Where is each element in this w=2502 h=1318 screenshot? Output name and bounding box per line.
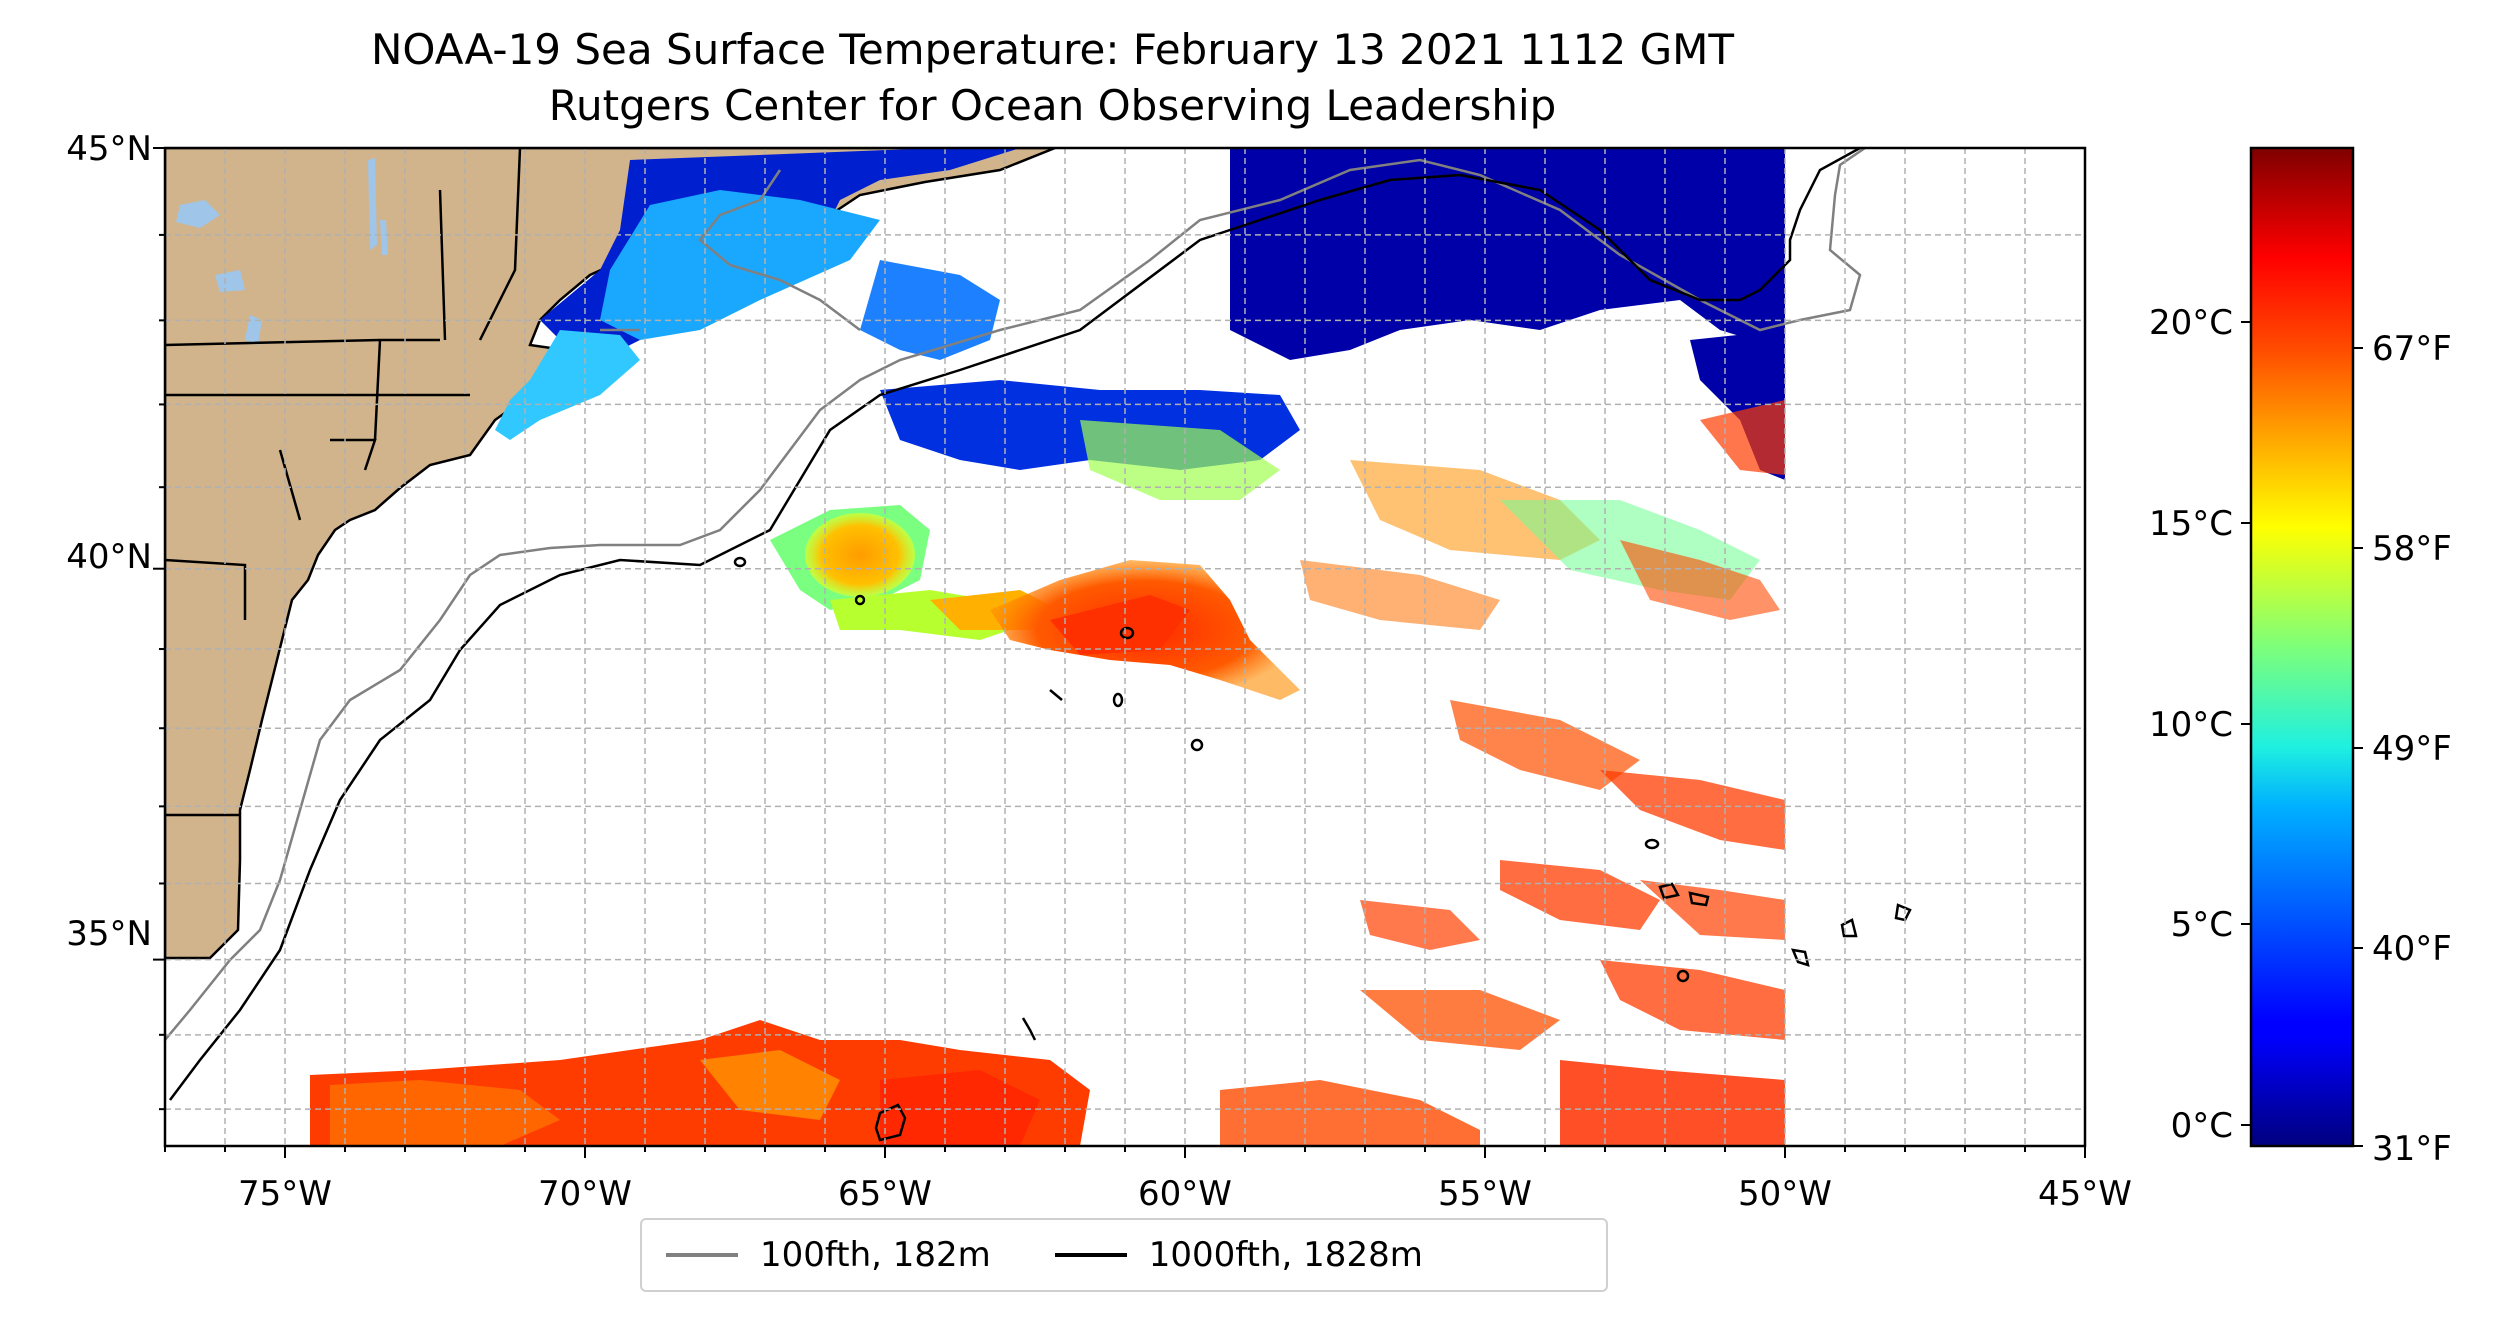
- lon-tick-label-45w: 45°W: [2038, 1174, 2132, 1214]
- celsius-tick-10: 10°C: [2149, 705, 2233, 745]
- fahrenheit-tick-40: 40°F: [2372, 929, 2452, 969]
- axis-ticks: [153, 147, 2086, 1158]
- lat-tick-label-35: 35°N: [66, 914, 152, 954]
- celsius-tick-15: 15°C: [2149, 504, 2233, 544]
- fahrenheit-tick-49: 49°F: [2372, 729, 2452, 769]
- legend-label-1000fth: 1000fth, 1828m: [1148, 1235, 1423, 1275]
- map-canvas: [165, 148, 2085, 1146]
- legend-label-100fth: 100fth, 182m: [760, 1235, 991, 1275]
- celsius-tick-0: 0°C: [2171, 1106, 2233, 1146]
- title-line-1: NOAA-19 Sea Surface Temperature: Februar…: [370, 25, 1735, 74]
- lon-tick-label-65w: 65°W: [838, 1174, 932, 1214]
- lon-tick-label-50w: 50°W: [1738, 1174, 1832, 1214]
- fahrenheit-tick-67: 67°F: [2372, 329, 2452, 369]
- legend-item-1000fth: 1000fth, 1828m: [1054, 1235, 1423, 1275]
- lon-tick-label-70w: 70°W: [538, 1174, 632, 1214]
- state-borders: [165, 148, 522, 817]
- lat-tick-label-45: 45°N: [66, 129, 152, 169]
- lakes: [176, 158, 388, 345]
- lon-tick-labels: 75°W 70°W 65°W 60°W 55°W 50°W 45°W: [238, 1174, 2132, 1214]
- title-line-2: Rutgers Center for Ocean Observing Leade…: [548, 81, 1557, 130]
- sst-observations: [310, 148, 1785, 1146]
- lat-tick-labels: 45°N 40°N 35°N: [66, 129, 152, 954]
- colorbar-gradient: [2249, 146, 2355, 1148]
- legend-item-100fth: 100fth, 182m: [666, 1235, 991, 1275]
- fahrenheit-tick-58: 58°F: [2372, 529, 2452, 569]
- celsius-tick-20: 20°C: [2149, 303, 2233, 343]
- isobath-100fth: [165, 148, 1866, 1041]
- lon-tick-label-75w: 75°W: [238, 1174, 332, 1214]
- lat-tick-label-40: 40°N: [66, 537, 152, 577]
- colorbar: 20°C 15°C 10°C 5°C 0°C 67°F 58°F 49°F 40…: [2149, 146, 2452, 1169]
- lon-tick-label-60w: 60°W: [1138, 1174, 1232, 1214]
- legend-line-1000fth: [1054, 1253, 1127, 1257]
- gridlines: [165, 148, 2085, 1146]
- map-title: NOAA-19 Sea Surface Temperature: Februar…: [165, 22, 1940, 134]
- lon-tick-label-55w: 55°W: [1438, 1174, 1532, 1214]
- legend-line-100fth: [666, 1253, 738, 1257]
- celsius-tick-5: 5°C: [2171, 905, 2233, 945]
- fahrenheit-tick-31: 31°F: [2372, 1129, 2452, 1169]
- isobath-legend: 100fth, 182m 1000fth, 1828m: [640, 1218, 1608, 1292]
